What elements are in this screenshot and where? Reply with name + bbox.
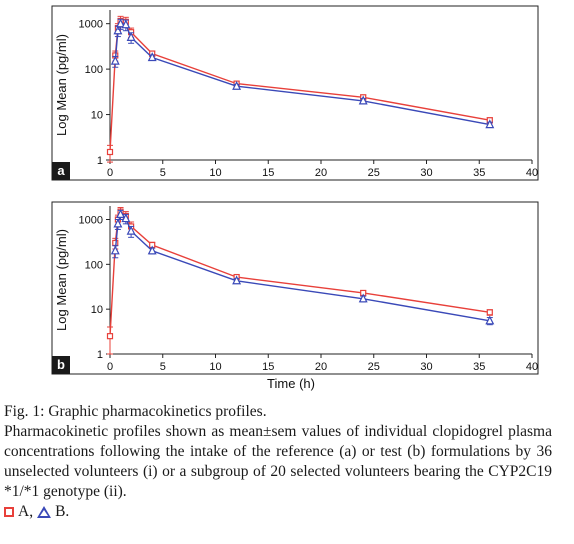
- data-point-triangle: [110, 245, 120, 255]
- figure-caption: Fig. 1: Graphic pharmacokinetics profile…: [4, 402, 552, 522]
- data-point-triangle: [358, 293, 368, 303]
- data-point-triangle: [485, 315, 495, 325]
- x-tick-label: 35: [473, 361, 485, 373]
- y-tick-label: 1: [97, 155, 103, 167]
- panel-tag-label: b: [57, 357, 65, 372]
- x-tick-label: 5: [160, 361, 166, 373]
- y-tick-label: 10: [91, 110, 103, 122]
- x-tick-label: 10: [209, 361, 221, 373]
- panel-tag-box: [52, 356, 70, 374]
- y-axis-title: Log Mean (pg/ml): [54, 34, 69, 136]
- data-point-triangle: [113, 25, 123, 35]
- data-point-triangle: [232, 80, 242, 90]
- data-point-triangle: [485, 119, 495, 129]
- data-point-triangle: [110, 55, 120, 65]
- x-tick-label: 0: [107, 361, 113, 373]
- data-point-triangle: [358, 95, 368, 105]
- panel-tag-box: [52, 162, 70, 180]
- data-point-triangle: [147, 52, 157, 62]
- x-tick-label: 20: [315, 361, 327, 373]
- data-point-triangle: [113, 218, 123, 228]
- legend-b-label: B.: [55, 503, 70, 520]
- x-tick-label: 30: [420, 167, 432, 179]
- triangle-marker-icon: [37, 506, 52, 518]
- data-point-triangle: [232, 275, 242, 285]
- data-point-triangle: [121, 19, 131, 29]
- data-point-triangle: [116, 18, 126, 28]
- x-tick-label: 40: [526, 167, 538, 179]
- y-tick-label: 1: [97, 349, 103, 361]
- data-point-square: [106, 333, 114, 340]
- legend-a-label: A,: [18, 503, 34, 520]
- caption-title: Fig. 1: Graphic pharmacokinetics profile…: [4, 403, 267, 420]
- x-tick-label: 30: [420, 361, 432, 373]
- y-tick-label: 1000: [79, 19, 103, 31]
- series-B: [110, 209, 495, 326]
- x-tick-label: 0: [107, 167, 113, 179]
- x-tick-label: 25: [368, 167, 380, 179]
- panel-tag: b: [52, 356, 70, 374]
- chart-panel-a: 1 10 100 1000 0 5 10 15 20 25 30 35 40 Log Mean (pg/m…: [51, 5, 539, 181]
- y-axis-title: Log Mean (pg/ml): [54, 229, 69, 331]
- caption-body: Pharmacokinetic profiles shown as mean±s…: [4, 423, 552, 500]
- series-B: [110, 18, 495, 129]
- x-tick-label: 35: [473, 167, 485, 179]
- data-point-triangle: [116, 209, 126, 218]
- x-tick-label: 40: [526, 361, 538, 373]
- y-tick-label: 100: [85, 64, 103, 76]
- data-point-triangle: [147, 245, 157, 255]
- y-tick-label: 10: [91, 304, 103, 316]
- data-point-triangle: [121, 213, 131, 223]
- y-tick-label: 100: [85, 259, 103, 271]
- data-point-triangle: [126, 32, 136, 41]
- square-marker-icon: [4, 507, 14, 517]
- chart-panel-b: 1 10 100 1000 0 5 10 15 20 25 30 35 40 Log Mean (pg/m…: [51, 201, 539, 375]
- y-tick-label: 1000: [79, 214, 103, 226]
- x-tick-label: 15: [262, 167, 274, 179]
- x-tick-label: 25: [368, 361, 380, 373]
- panel-frame: [51, 201, 539, 375]
- x-axis-title: Time (h): [267, 376, 315, 391]
- panel-tag: a: [52, 162, 70, 180]
- data-point-triangle: [126, 225, 136, 235]
- x-tick-label: 20: [315, 167, 327, 179]
- data-point-square: [486, 309, 493, 316]
- data-point-square: [106, 148, 114, 156]
- caption-legend: A, B.: [4, 502, 552, 522]
- panel-tag-label: a: [57, 163, 65, 178]
- x-tick-label: 15: [262, 361, 274, 373]
- x-tick-label: 5: [160, 167, 166, 179]
- x-tick-label: 10: [209, 167, 221, 179]
